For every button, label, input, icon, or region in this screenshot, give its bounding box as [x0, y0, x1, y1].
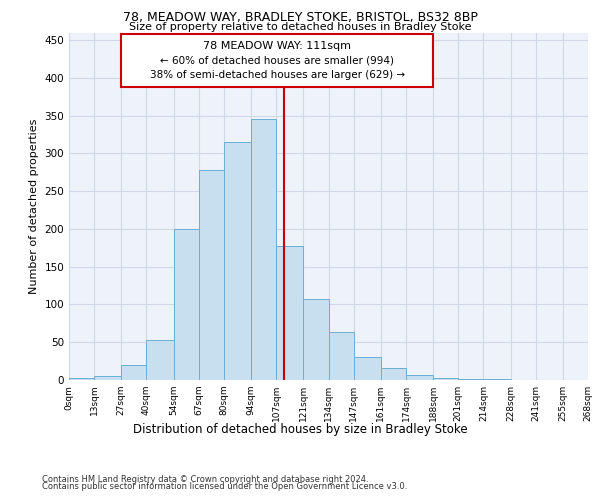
Text: 78 MEADOW WAY: 111sqm: 78 MEADOW WAY: 111sqm: [203, 40, 351, 50]
Text: ← 60% of detached houses are smaller (994): ← 60% of detached houses are smaller (99…: [160, 56, 394, 66]
Bar: [276, 246, 304, 380]
Bar: [121, 365, 146, 380]
Bar: [173, 229, 199, 380]
Text: Distribution of detached houses by size in Bradley Stoke: Distribution of detached houses by size …: [133, 422, 467, 436]
FancyBboxPatch shape: [121, 34, 433, 87]
Text: Contains public sector information licensed under the Open Government Licence v3: Contains public sector information licen…: [42, 482, 407, 491]
Bar: [353, 358, 381, 380]
Bar: [458, 379, 484, 380]
Bar: [69, 378, 94, 380]
Bar: [94, 376, 121, 380]
Bar: [251, 120, 276, 380]
Bar: [224, 142, 251, 380]
Bar: [381, 368, 406, 380]
Bar: [433, 378, 458, 380]
Bar: [329, 332, 353, 380]
Bar: [304, 299, 329, 380]
Text: Contains HM Land Registry data © Crown copyright and database right 2024.: Contains HM Land Registry data © Crown c…: [42, 475, 368, 484]
Bar: [199, 170, 224, 380]
Text: 78, MEADOW WAY, BRADLEY STOKE, BRISTOL, BS32 8BP: 78, MEADOW WAY, BRADLEY STOKE, BRISTOL, …: [122, 12, 478, 24]
Text: 38% of semi-detached houses are larger (629) →: 38% of semi-detached houses are larger (…: [149, 70, 405, 81]
Text: Size of property relative to detached houses in Bradley Stoke: Size of property relative to detached ho…: [129, 22, 471, 32]
Bar: [406, 374, 433, 380]
Bar: [146, 340, 173, 380]
Bar: [484, 379, 511, 380]
Y-axis label: Number of detached properties: Number of detached properties: [29, 118, 39, 294]
